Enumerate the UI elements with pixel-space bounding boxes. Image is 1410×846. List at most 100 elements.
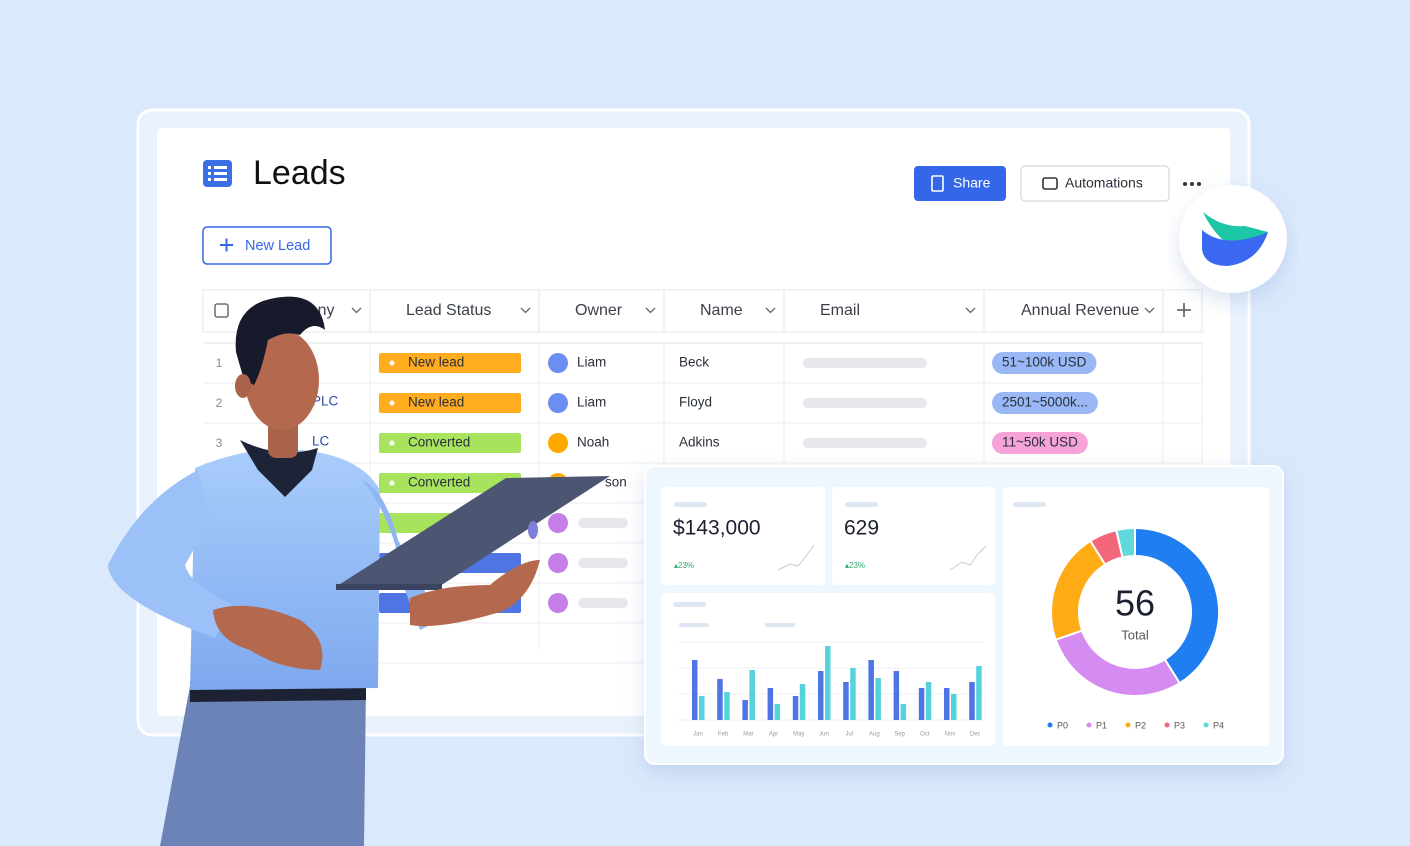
- x-tick-label: Mar: [743, 732, 753, 738]
- bar: [717, 679, 723, 720]
- bar: [875, 678, 881, 720]
- x-tick-label: Dec: [970, 732, 981, 738]
- legend-label: P2: [1135, 720, 1146, 730]
- owner-avatar: [548, 393, 568, 413]
- status: New lead: [408, 355, 464, 370]
- brand-logo: [1179, 185, 1287, 293]
- bar: [969, 682, 975, 720]
- status-pill: [379, 433, 521, 453]
- bar: [699, 696, 705, 720]
- more-button[interactable]: [1183, 182, 1201, 186]
- owner: Noah: [577, 435, 609, 450]
- owner-placeholder: [578, 598, 628, 608]
- bar: [825, 646, 831, 720]
- x-tick-label: Nov: [945, 732, 956, 738]
- bar: [749, 670, 755, 720]
- legend-dot: [1125, 722, 1131, 728]
- bar: [976, 666, 982, 720]
- lead-name: Beck: [679, 355, 709, 370]
- legend-dot: [1164, 722, 1170, 728]
- column-header: Annual Revenue: [1021, 302, 1139, 319]
- email-placeholder: [803, 398, 927, 408]
- revenue: 11~50k USD: [1002, 435, 1078, 450]
- bar: [944, 688, 950, 720]
- page-title: Leads: [253, 154, 346, 192]
- status: Converted: [408, 435, 470, 450]
- bar: [818, 671, 824, 720]
- chevron: [351, 307, 362, 314]
- card-change: ▴23%: [674, 561, 694, 570]
- status-dot: [389, 360, 395, 366]
- chevron: [1144, 307, 1155, 314]
- company: LC: [312, 434, 330, 449]
- status: New lead: [408, 395, 464, 410]
- revenue: 51~100k USD: [1002, 355, 1087, 370]
- owner-avatar: [548, 513, 568, 533]
- legend-label: P4: [1213, 720, 1224, 730]
- bar: [767, 688, 774, 720]
- x-tick-label: May: [793, 732, 804, 738]
- owner-avatar: [548, 593, 568, 613]
- lead-name: Adkins: [679, 435, 720, 450]
- card-change: ▴23%: [845, 561, 865, 570]
- email-placeholder: [803, 438, 927, 448]
- share-button[interactable]: Share: [914, 166, 1006, 201]
- status-pill: [379, 473, 521, 493]
- status-dot: [389, 400, 395, 406]
- share-label: Share: [953, 175, 991, 191]
- column-header: Lead Status: [406, 302, 491, 319]
- column-header: Owner: [575, 302, 623, 319]
- lead-name: Floyd: [679, 395, 712, 410]
- owner-placeholder: [578, 518, 628, 528]
- bar: [868, 660, 874, 720]
- donut-total-label: Total: [1121, 627, 1149, 642]
- x-tick-label: Apr: [769, 732, 778, 738]
- bar: [799, 684, 806, 720]
- legend-dot: [1203, 722, 1209, 728]
- revenue-pill: [992, 392, 1098, 414]
- bar: [792, 696, 799, 720]
- owner-avatar: [548, 553, 568, 573]
- owner-avatar: [548, 433, 568, 453]
- bar: [774, 704, 781, 720]
- legend-label: P1: [1096, 720, 1107, 730]
- new-lead-button[interactable]: New Lead: [202, 226, 332, 265]
- owner: son: [605, 475, 627, 490]
- bar: [843, 682, 849, 720]
- chevron: [965, 307, 976, 314]
- chevron: [765, 307, 776, 314]
- x-tick-label: Aug: [869, 732, 880, 738]
- bar: [692, 660, 698, 720]
- company: PLC: [312, 394, 339, 409]
- automations-button[interactable]: Automations: [1020, 165, 1170, 202]
- bar: [925, 682, 932, 720]
- owner-avatar: [548, 353, 568, 373]
- x-tick-label: Jun: [819, 732, 829, 738]
- legend-dot: [1047, 722, 1053, 728]
- donut-segment: [1134, 526, 1220, 685]
- bar: [724, 692, 730, 720]
- person-illustration: [108, 296, 610, 846]
- owner: Liam: [577, 355, 606, 370]
- revenue: 2501~5000k...: [1002, 395, 1088, 410]
- new-lead-label: New Lead: [245, 238, 310, 254]
- owner-placeholder: [578, 558, 628, 568]
- legend-dot: [1086, 722, 1092, 728]
- row-index: 2: [216, 396, 223, 410]
- card-value: $143,000: [673, 517, 761, 540]
- row-index: 1: [216, 356, 223, 370]
- revenue-pill: [992, 432, 1088, 454]
- column-header: Name: [700, 302, 743, 319]
- bar: [900, 704, 907, 720]
- x-tick-label: Jul: [845, 732, 853, 738]
- donut-total: 56: [1115, 583, 1155, 624]
- list-icon: [203, 160, 232, 187]
- automations-label: Automations: [1065, 175, 1143, 191]
- bar: [850, 668, 856, 720]
- legend-label: P0: [1057, 720, 1068, 730]
- owner: Liam: [577, 395, 606, 410]
- bar: [951, 694, 957, 720]
- email-placeholder: [803, 358, 927, 368]
